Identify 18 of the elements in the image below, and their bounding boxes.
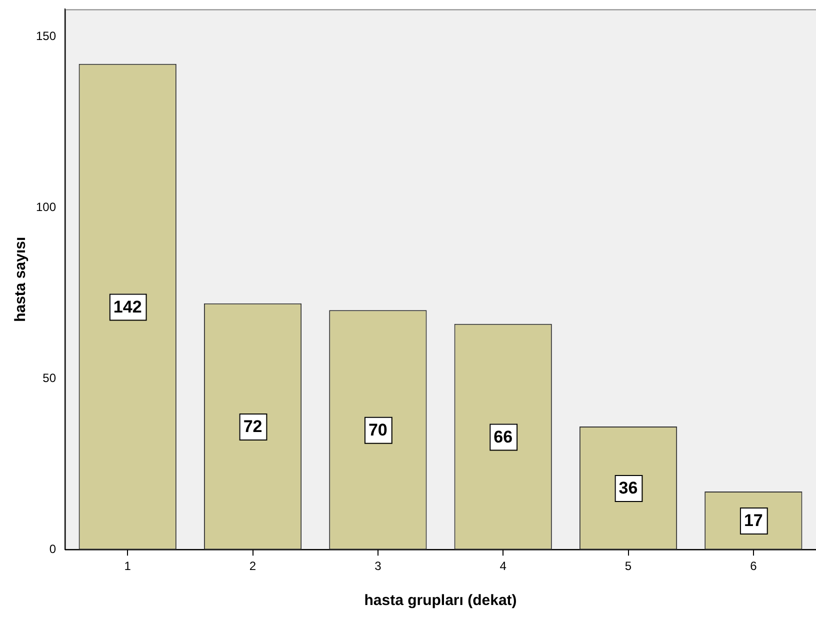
x-tick-label: 1 <box>124 559 132 574</box>
x-tick-label: 4 <box>500 559 507 574</box>
x-tick-label: 3 <box>374 559 382 574</box>
y-tick-label: 150 <box>36 28 56 43</box>
data-label: 36 <box>618 478 638 498</box>
data-label: 66 <box>494 427 513 446</box>
y-tick-label: 100 <box>36 200 56 214</box>
x-tick-label: 5 <box>624 559 632 574</box>
y-tick-label: 0 <box>49 542 56 556</box>
data-label: 17 <box>744 511 763 530</box>
data-label: 70 <box>368 420 388 440</box>
data-label: 72 <box>243 417 262 436</box>
x-axis-title: hasta grupları (dekat) <box>364 592 517 610</box>
y-tick-label: 50 <box>42 370 56 385</box>
x-tick-label: 2 <box>249 559 256 574</box>
y-axis-title: hasta sayısı <box>12 236 30 322</box>
data-label: 142 <box>113 297 142 316</box>
x-tick-label: 6 <box>750 559 758 574</box>
